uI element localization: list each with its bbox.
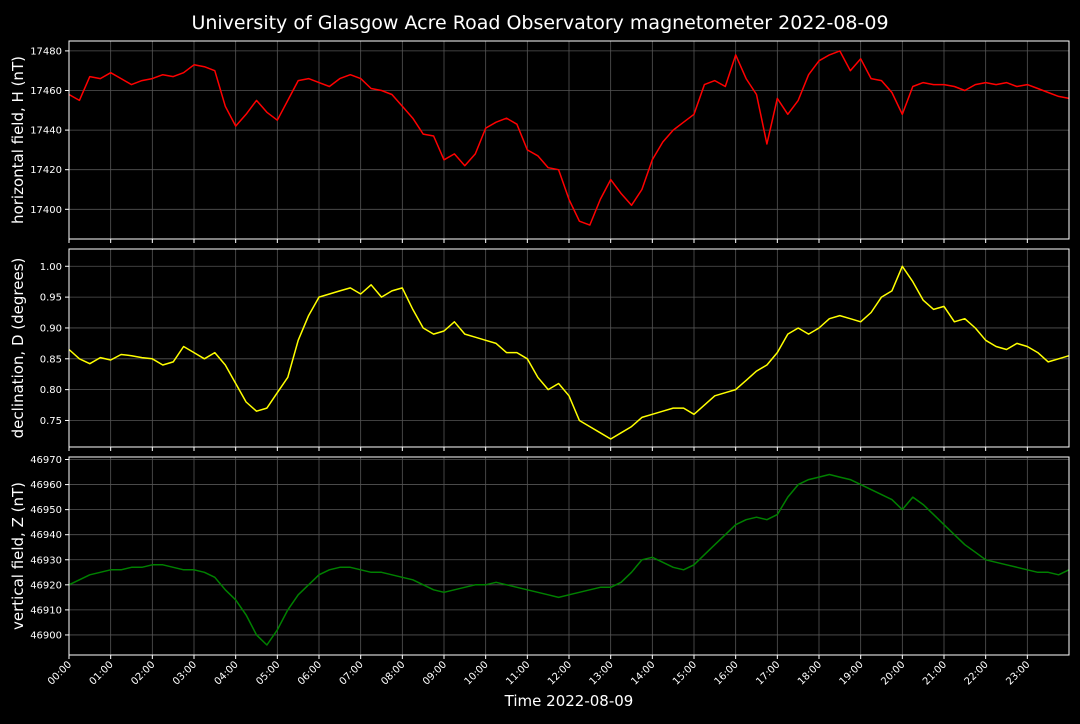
y-axis-label: horizontal field, H (nT)	[9, 56, 27, 224]
y-axis-label: vertical field, Z (nT)	[9, 482, 27, 630]
x-tick-label: 06:00	[296, 659, 324, 687]
panel-frame	[68, 40, 1070, 240]
y-tick-label: 17480	[30, 46, 62, 57]
y-tick-label: 46970	[30, 455, 62, 466]
y-tick-label: 1.00	[40, 262, 62, 273]
x-tick-label: 08:00	[379, 659, 407, 687]
x-tick-label: 16:00	[713, 659, 741, 687]
x-tick-label: 00:00	[46, 659, 74, 687]
y-tick-label: 46910	[30, 605, 62, 616]
x-tick-label: 14:00	[629, 659, 657, 687]
x-tick-label: 12:00	[546, 659, 574, 687]
x-tick-label: 03:00	[171, 659, 199, 687]
y-tick-label: 46920	[30, 580, 62, 591]
x-tick-label: 23:00	[1004, 659, 1032, 687]
y-tick-label: 0.85	[40, 354, 62, 365]
panel-frame	[68, 456, 1070, 656]
x-tick-label: 07:00	[338, 659, 366, 687]
y-tick-label: 46930	[30, 555, 62, 566]
y-tick-label: 17460	[30, 86, 62, 97]
x-axis-label: Time 2022-08-09	[504, 692, 634, 710]
y-tick-label: 17440	[30, 126, 62, 137]
x-tick-label: 02:00	[129, 659, 157, 687]
x-tick-label: 20:00	[879, 659, 907, 687]
series-line-z	[68, 473, 1070, 646]
x-tick-label: 22:00	[963, 659, 991, 687]
x-tick-label: 05:00	[254, 659, 282, 687]
x-tick-label: 17:00	[754, 659, 782, 687]
y-tick-label: 0.90	[40, 323, 62, 334]
x-tick-label: 19:00	[838, 659, 866, 687]
y-tick-label: 46960	[30, 480, 62, 491]
panel-z: 46900 46910 46920 46930 46940 46950 46960 46970…	[9, 455, 1070, 688]
y-tick-label: 17400	[30, 205, 62, 216]
x-tick-label: 09:00	[421, 659, 449, 687]
x-tick-label: 21:00	[921, 659, 949, 687]
y-tick-label: 0.75	[40, 416, 62, 427]
series-line-h	[68, 50, 1070, 226]
x-tick-label: 13:00	[588, 659, 616, 687]
chart-title: University of Glasgow Acre Road Observat…	[191, 12, 888, 34]
y-tick-label: 0.80	[40, 385, 62, 396]
y-axis-label: declination, D (degrees)	[9, 258, 27, 439]
x-tick-label: 01:00	[88, 659, 116, 687]
panel-d: 0.75 0.80 0.85 0.90 0.95 1.00 declination, D (…	[9, 248, 1070, 451]
panel-frame	[68, 248, 1070, 448]
y-tick-label: 0.95	[40, 293, 62, 304]
y-tick-label: 46900	[30, 630, 62, 641]
x-tick-label: 18:00	[796, 659, 824, 687]
series-line-d	[68, 265, 1070, 440]
y-tick-label: 17420	[30, 165, 62, 176]
x-tick-label: 10:00	[463, 659, 491, 687]
x-tick-label: 11:00	[504, 659, 532, 687]
x-tick-label: 15:00	[671, 659, 699, 687]
x-tick-label: 04:00	[213, 659, 241, 687]
y-tick-label: 46940	[30, 530, 62, 541]
y-tick-label: 46950	[30, 505, 62, 516]
